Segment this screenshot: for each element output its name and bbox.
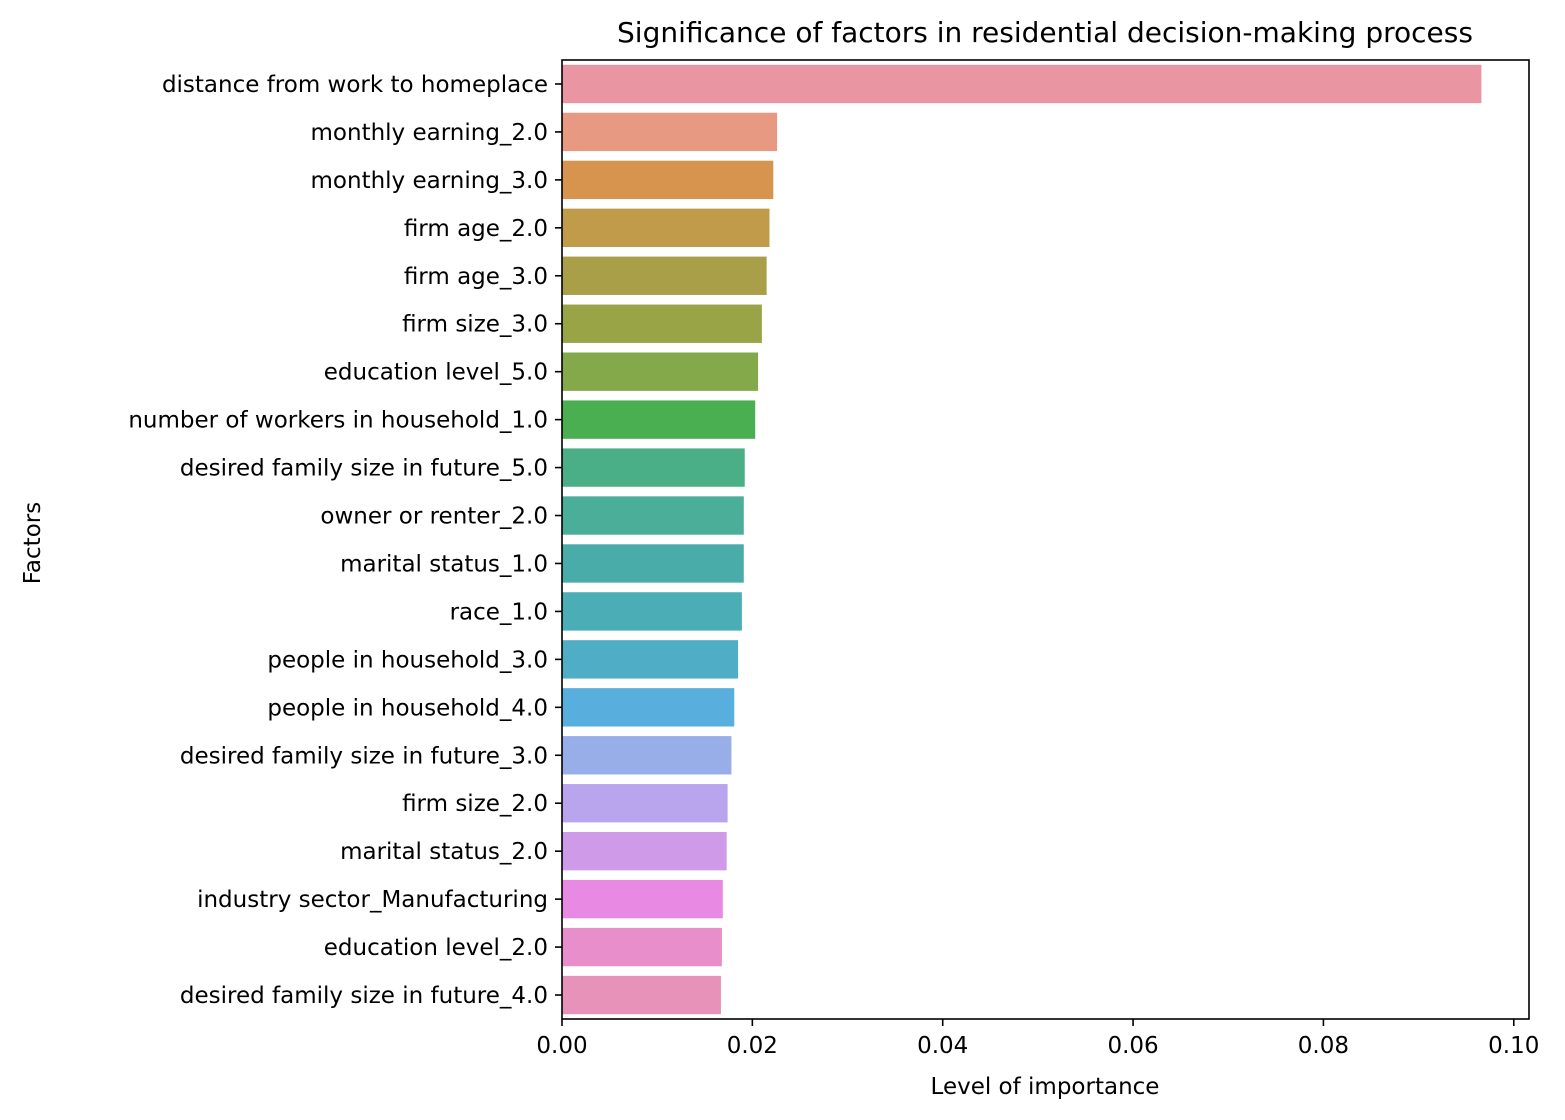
y-tick-label: firm age_3.0 xyxy=(404,264,548,290)
bar-13 xyxy=(562,640,739,679)
y-tick-label: people in household_4.0 xyxy=(267,695,548,721)
bar-9 xyxy=(562,448,745,487)
x-axis-label: Level of importance xyxy=(931,1074,1160,1100)
x-tick-label: 0.00 xyxy=(536,1033,587,1059)
y-tick-label: number of workers in household_1.0 xyxy=(128,408,548,434)
y-tick-label: race_1.0 xyxy=(450,599,548,625)
x-tick-label: 0.02 xyxy=(727,1033,778,1059)
y-tick-label: education level_5.0 xyxy=(324,360,548,386)
plot-frame xyxy=(561,59,1530,1020)
y-tick-label: desired family size in future_3.0 xyxy=(180,743,548,769)
bar-11 xyxy=(562,544,744,583)
bar-2 xyxy=(562,112,778,152)
y-tick-label: owner or renter_2.0 xyxy=(320,504,548,530)
bars-group xyxy=(562,64,1482,1015)
chart-title: Significance of factors in residential d… xyxy=(617,16,1473,49)
y-tick-labels: distance from work to homeplace monthly e… xyxy=(128,72,562,1009)
y-tick-label: desired family size in future_5.0 xyxy=(180,456,548,482)
bar-20 xyxy=(562,975,721,1015)
bar-10 xyxy=(562,496,744,535)
bar-4 xyxy=(562,208,770,248)
bar-18 xyxy=(562,879,723,919)
bar-12 xyxy=(562,592,742,631)
bar-6 xyxy=(562,304,762,343)
y-tick-label: marital status_1.0 xyxy=(340,551,548,577)
bar-1 xyxy=(562,64,1482,104)
y-tick-label: industry sector_Manufacturing xyxy=(197,887,548,913)
bar-16 xyxy=(562,784,728,823)
y-tick-label: people in household_3.0 xyxy=(267,647,548,673)
bar-8 xyxy=(562,400,756,439)
bar-15 xyxy=(562,736,732,775)
y-tick-label: monthly earning_2.0 xyxy=(311,120,548,146)
y-tick-label: desired family size in future_4.0 xyxy=(180,983,548,1009)
x-tick-label: 0.08 xyxy=(1298,1033,1349,1059)
bar-5 xyxy=(562,256,767,295)
bar-17 xyxy=(562,831,727,871)
x-tick-label: 0.10 xyxy=(1488,1033,1539,1059)
bar-14 xyxy=(562,688,735,727)
y-axis-label: Factors xyxy=(20,502,46,584)
y-tick-label: marital status_2.0 xyxy=(340,839,548,865)
bar-19 xyxy=(562,927,722,967)
x-ticks: 0.00 0.02 0.04 0.06 0.08 0.10 xyxy=(536,1019,1539,1059)
y-tick-label: firm size_3.0 xyxy=(402,312,548,338)
bar-7 xyxy=(562,352,759,391)
bar-3 xyxy=(562,160,774,200)
y-tick-label: firm age_2.0 xyxy=(404,216,548,242)
y-tick-label: education level_2.0 xyxy=(324,935,548,961)
y-tick-label: firm size_2.0 xyxy=(402,791,548,817)
y-tick-label: distance from work to homeplace xyxy=(162,72,548,98)
y-tick-label: monthly earning_3.0 xyxy=(311,168,548,194)
x-tick-label: 0.06 xyxy=(1107,1033,1158,1059)
x-tick-label: 0.04 xyxy=(917,1033,968,1059)
